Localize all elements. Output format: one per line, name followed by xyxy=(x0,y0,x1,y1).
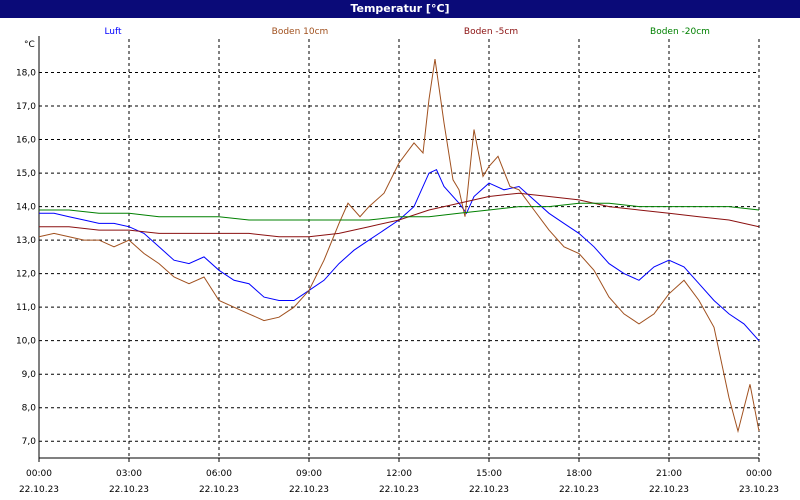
x-tick-time: 06:00 xyxy=(206,469,232,479)
x-tick-time: 18:00 xyxy=(566,469,592,479)
legend: Luft Boden 10cm Boden -5cm Boden -20cm xyxy=(104,27,710,37)
x-tick-time: 21:00 xyxy=(656,469,682,479)
y-tick-label: 13,0 xyxy=(16,236,36,246)
y-tick-label: 15,0 xyxy=(16,169,36,179)
grid xyxy=(38,39,760,458)
y-tick-label: 8,0 xyxy=(22,404,37,414)
x-tick-date: 22.10.23 xyxy=(649,485,689,495)
x-tick-date: 22.10.23 xyxy=(199,485,239,495)
x-tick-time: 12:00 xyxy=(386,469,412,479)
x-tick-time: 15:00 xyxy=(476,469,502,479)
y-tick-labels: 7,0 8,0 9,0 10,0 11,0 12,0 13,0 14,0 15,0 16,0 17,… xyxy=(16,69,36,448)
x-tick-date: 22.10.23 xyxy=(289,485,329,495)
x-tick-time: 00:00 xyxy=(746,469,772,479)
x-tick-time: 00:00 xyxy=(26,469,52,479)
x-tick-date: 22.10.23 xyxy=(379,485,419,495)
series-line-luft xyxy=(39,169,760,342)
y-tick-label: 17,0 xyxy=(16,102,36,112)
x-tick-date: 22.10.23 xyxy=(19,485,59,495)
series-line-boden-10cm xyxy=(38,59,760,434)
y-tick-label: 7,0 xyxy=(22,437,37,447)
y-tick-label: 14,0 xyxy=(16,203,36,213)
legend-item: Boden 10cm xyxy=(272,27,329,37)
y-tick-label: 16,0 xyxy=(16,136,36,146)
x-tick-date: 22.10.23 xyxy=(109,485,149,495)
legend-item: Luft xyxy=(104,27,122,37)
y-tick-label: 18,0 xyxy=(16,69,36,79)
x-tick-date: 23.10.23 xyxy=(739,485,779,495)
series-line-boden-20cm xyxy=(39,202,760,221)
y-tick-label: 10,0 xyxy=(16,337,36,347)
chart-title: Temperatur [°C] xyxy=(0,0,800,18)
y-tick-label: 12,0 xyxy=(16,270,36,280)
x-tick-time: 03:00 xyxy=(116,469,142,479)
y-tick-label: 11,0 xyxy=(16,303,36,313)
x-tick-date: 22.10.23 xyxy=(469,485,509,495)
series-line-boden-5cm xyxy=(39,192,760,238)
x-tick-labels: 00:00 22.10.23 03:00 22.10.23 06:00 22.10.23 0… xyxy=(19,469,779,495)
y-axis-unit: °C xyxy=(24,40,35,50)
series-lines xyxy=(38,59,760,434)
x-tick-date: 22.10.23 xyxy=(559,485,599,495)
y-tick-label: 9,0 xyxy=(22,370,37,380)
axes xyxy=(38,36,760,462)
legend-item: Boden -20cm xyxy=(650,27,710,37)
x-tick-time: 09:00 xyxy=(296,469,322,479)
legend-item: Boden -5cm xyxy=(464,27,518,37)
